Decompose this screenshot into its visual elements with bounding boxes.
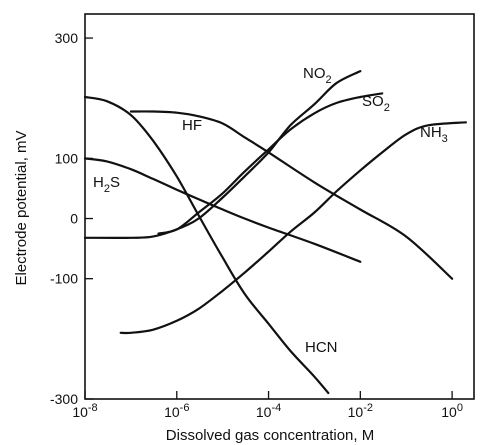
series-line-nh3 xyxy=(119,121,467,335)
y-tick-label: -100 xyxy=(50,271,78,287)
y-tick-label: 300 xyxy=(55,30,79,46)
y-tick-label: -300 xyxy=(50,391,78,407)
x-tick-label: 100 xyxy=(441,402,463,420)
series-line-no2 xyxy=(83,70,362,239)
series-label-no2: NO2 xyxy=(303,65,332,86)
plot-frame xyxy=(84,13,475,400)
series-labels: HF NO2 SO2 NH3 H2S HCN xyxy=(93,65,448,356)
series-label-h2s: H2S xyxy=(93,174,120,195)
series-label-hf: HF xyxy=(182,117,202,134)
series-line-hcn xyxy=(83,95,330,395)
y-axis-title: Electrode potential, mV xyxy=(13,130,30,285)
x-tick-label: 10-2 xyxy=(348,402,373,420)
x-tick-label: 10-8 xyxy=(72,402,97,420)
x-tick-label: 10-6 xyxy=(164,402,189,420)
y-axis: 300 100 0 -100 -300 xyxy=(50,30,93,407)
x-axis: 10-8 10-6 10-4 10-2 100 xyxy=(72,391,463,420)
series-curves xyxy=(83,70,467,395)
y-tick-label: 0 xyxy=(70,211,78,227)
series-line-hf xyxy=(129,110,454,280)
series-label-so2: SO2 xyxy=(362,93,390,114)
series-label-hcn: HCN xyxy=(305,339,338,356)
series-line-h2s xyxy=(83,157,362,263)
series-line-so2 xyxy=(157,92,384,235)
y-tick-label: 100 xyxy=(55,150,79,166)
x-axis-title: Dissolved gas concentration, M xyxy=(166,427,374,444)
x-tick-label: 10-4 xyxy=(256,402,281,420)
series-label-nh3: NH3 xyxy=(420,124,448,145)
